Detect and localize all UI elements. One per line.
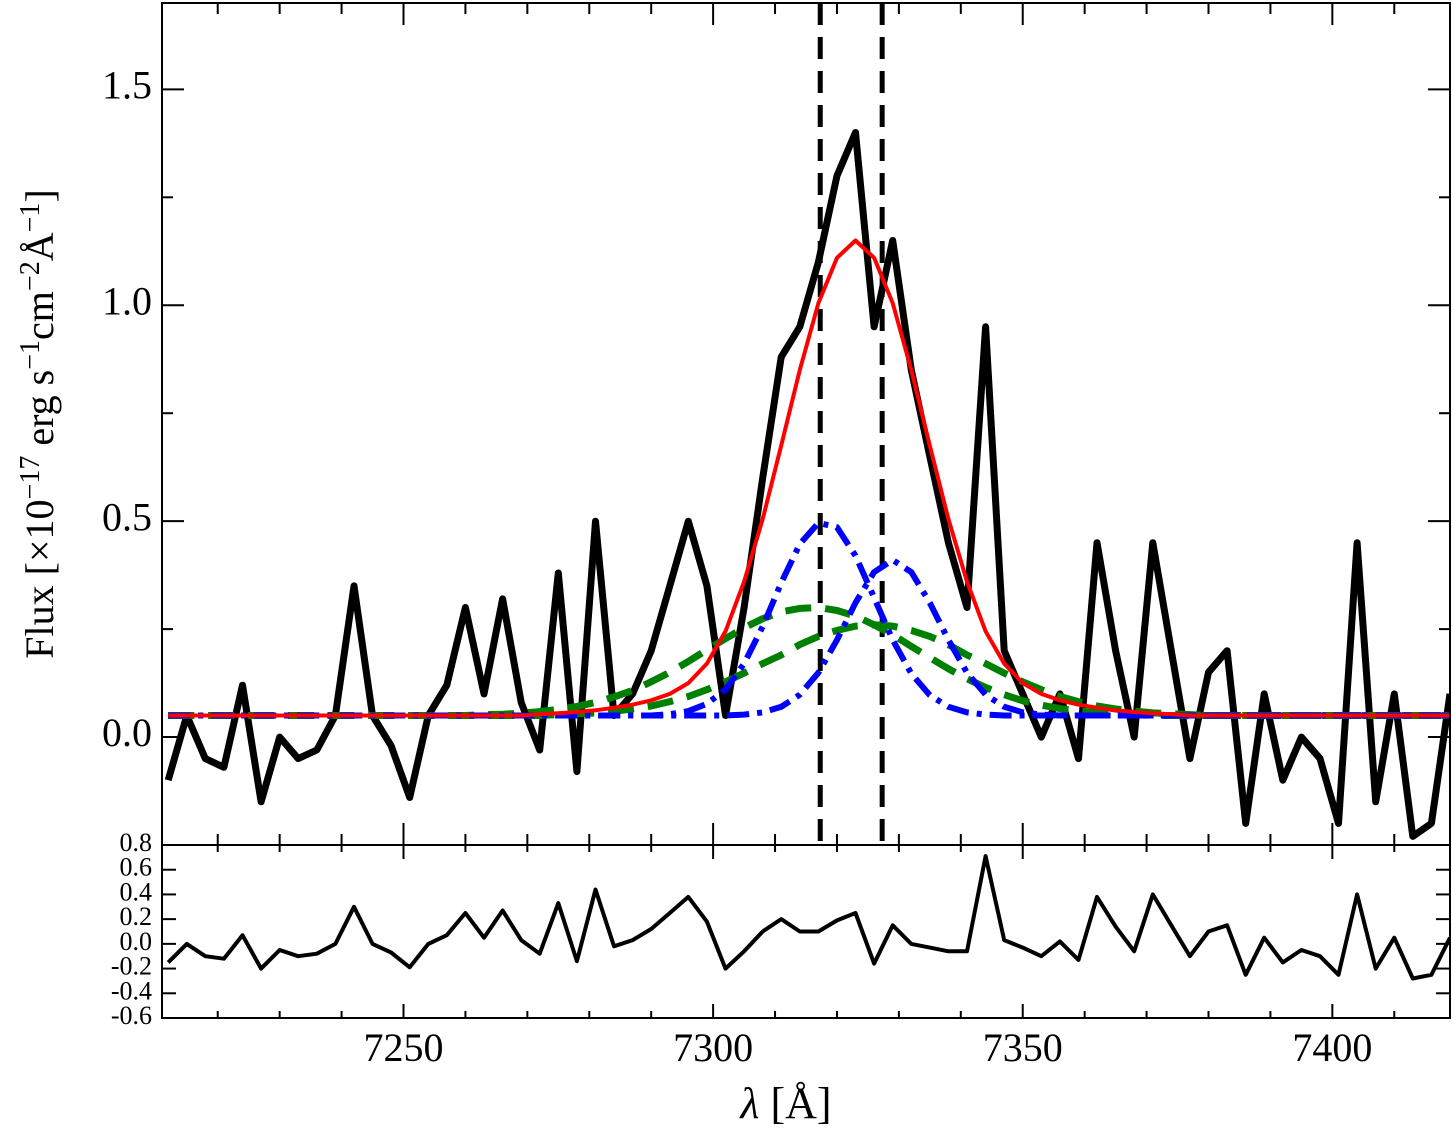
y-axis-label-part: cm <box>17 291 62 340</box>
y-axis-label: Flux [×10−17 erg s−1cm−2Å−1] <box>15 189 62 658</box>
y-tick-label: 0.5 <box>102 494 152 539</box>
y-tick-label: -0.6 <box>111 1001 152 1030</box>
y-axis-label-part: Flux [×10 <box>17 499 62 658</box>
x-axis-label: λ [Å] <box>738 1079 831 1128</box>
series-line <box>166 854 1450 981</box>
y-tick-label: 0.0 <box>120 927 153 956</box>
x-tick-label: 7350 <box>983 1025 1063 1070</box>
y-axis-label-part: erg s <box>17 370 62 456</box>
y-axis-label-part: −2 <box>15 261 46 291</box>
x-axis-label-part: λ <box>738 1079 759 1128</box>
y-tick-label: 0.0 <box>102 710 152 755</box>
y-tick-label: 1.0 <box>102 278 152 323</box>
y-tick-label: 0.8 <box>120 828 153 857</box>
panel <box>166 854 1450 981</box>
y-axis-label-part: −1 <box>15 340 46 370</box>
y-axis-label-part: Å <box>17 232 62 261</box>
x-tick-label: 7300 <box>673 1025 753 1070</box>
y-axis-label-part: −17 <box>15 456 46 500</box>
series-line <box>164 129 1450 840</box>
axes-frame <box>161 844 1451 1019</box>
y-tick-label: 0.4 <box>120 877 153 906</box>
x-tick-label: 7400 <box>1292 1025 1372 1070</box>
x-tick-label: 7250 <box>364 1025 444 1070</box>
y-axis-label-part: ] <box>17 189 62 202</box>
y-tick-label: -0.4 <box>111 976 152 1005</box>
x-axis-label-part: [Å] <box>759 1079 831 1128</box>
y-tick-label: 0.2 <box>120 902 153 931</box>
panel <box>164 3 1450 845</box>
y-tick-label: -0.2 <box>111 952 152 981</box>
series-line <box>168 238 1450 718</box>
y-tick-label: 1.5 <box>102 63 152 108</box>
y-axis-label-part: −1 <box>15 203 46 233</box>
y-tick-label: 0.6 <box>120 853 153 882</box>
